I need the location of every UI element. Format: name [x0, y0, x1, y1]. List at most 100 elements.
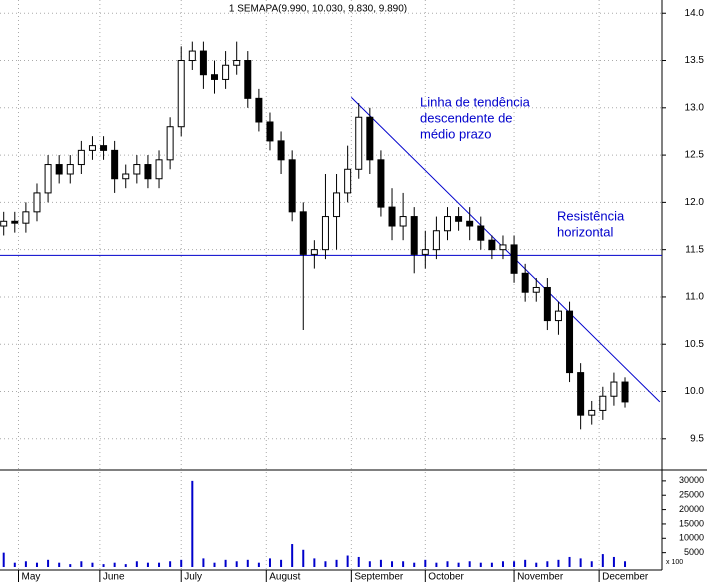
volume-bar [135, 561, 138, 567]
volume-bar [379, 559, 382, 567]
volume-bar [113, 562, 116, 567]
candle-body [44, 164, 52, 194]
volume-bar [268, 558, 271, 567]
x-tick-label: July [184, 572, 202, 582]
x-tick-label: November [517, 572, 564, 582]
y-tick-label: 14.0 [685, 8, 705, 19]
volume-bar [246, 559, 249, 567]
candle-body [510, 244, 518, 274]
candle-body [543, 286, 551, 322]
chart-title: 1 SEMAPA(9.990, 10.030, 9.830, 9.890) [229, 4, 407, 15]
volume-bar [601, 554, 604, 567]
volume-bar [291, 544, 294, 567]
volume-bar [213, 562, 216, 567]
volume-tick-label: 5000 [684, 547, 704, 557]
volume-tick-label: 20000 [679, 504, 704, 514]
candle-body [11, 220, 19, 224]
y-tick-label: 13.5 [685, 55, 705, 66]
volume-bar [124, 564, 127, 567]
candle-body [0, 220, 8, 227]
volume-bar [91, 562, 94, 567]
x-tick-label: June [103, 572, 125, 582]
candle-body [211, 74, 219, 80]
volume-bar [391, 561, 394, 567]
candle-body [532, 286, 540, 293]
candle-body [610, 381, 618, 397]
candle-body [244, 60, 252, 99]
candle-body [410, 216, 418, 255]
candle-body [344, 168, 352, 194]
candle-body [55, 164, 63, 175]
volume-bar [490, 562, 493, 567]
volume-bar [58, 562, 61, 567]
volume-bar [568, 556, 571, 567]
annotation: Resistência [557, 208, 625, 223]
volume-bar [612, 556, 615, 567]
candle-body [477, 225, 485, 241]
candle-body [22, 211, 30, 224]
volume-bar [624, 561, 627, 567]
volume-bar [524, 559, 527, 567]
volume-bar [468, 561, 471, 567]
volume-bar [169, 561, 172, 567]
volume-bar [413, 562, 416, 567]
volume-bar [513, 561, 516, 567]
volume-bar [257, 562, 260, 567]
volume-bar [402, 561, 405, 567]
volume-bar [13, 562, 16, 567]
candle-body [177, 60, 185, 128]
x-tick-label: December [602, 572, 649, 582]
volume-bar [479, 562, 482, 567]
volume-bar [357, 556, 360, 567]
candle-body [599, 395, 607, 411]
volume-bar [324, 561, 327, 567]
candle-body [577, 372, 585, 416]
candle-body [455, 216, 463, 222]
x-tick-label: May [21, 572, 40, 582]
candle-body [77, 149, 85, 166]
volume-bar [180, 559, 183, 567]
candle-body [554, 310, 562, 322]
candle-body [521, 272, 529, 293]
volume-bar [158, 562, 161, 567]
candle-body [88, 145, 96, 151]
candle-body [188, 50, 196, 62]
annotation: médio prazo [420, 126, 492, 141]
volume-tick-label: 30000 [679, 475, 704, 485]
volume-bar [2, 552, 5, 567]
candle-body [333, 192, 341, 218]
candle-body [355, 116, 363, 170]
x-tick-label: August [269, 572, 300, 582]
candle-body [588, 409, 596, 416]
y-tick-label: 11.5 [685, 244, 704, 255]
candle-body [499, 244, 507, 251]
volume-bar [47, 559, 50, 567]
volume-bar [202, 558, 205, 567]
candle-body [233, 60, 241, 66]
annotation: descendente de [420, 110, 513, 125]
y-tick-label: 13.0 [685, 102, 705, 113]
volume-bar [191, 480, 194, 567]
candle-body [266, 121, 274, 142]
candle-body [388, 206, 396, 227]
volume-bar [80, 561, 83, 567]
candle-body [399, 216, 407, 227]
candle-body [122, 173, 130, 180]
candle-body [199, 50, 207, 76]
candle-body [166, 126, 174, 161]
volume-bar [590, 561, 593, 567]
candle-body [321, 216, 329, 251]
volume-bar [501, 561, 504, 567]
volume-bar [546, 561, 549, 567]
candle-body [366, 116, 374, 161]
volume-bar [446, 561, 449, 567]
volume-bar [102, 564, 105, 567]
volume-bar [280, 559, 283, 567]
candle-body [144, 164, 152, 180]
volume-bar [435, 562, 438, 567]
volume-bar [368, 561, 371, 567]
candle-body [377, 159, 385, 208]
candle-body [288, 159, 296, 213]
y-tick-label: 9.5 [690, 433, 704, 444]
